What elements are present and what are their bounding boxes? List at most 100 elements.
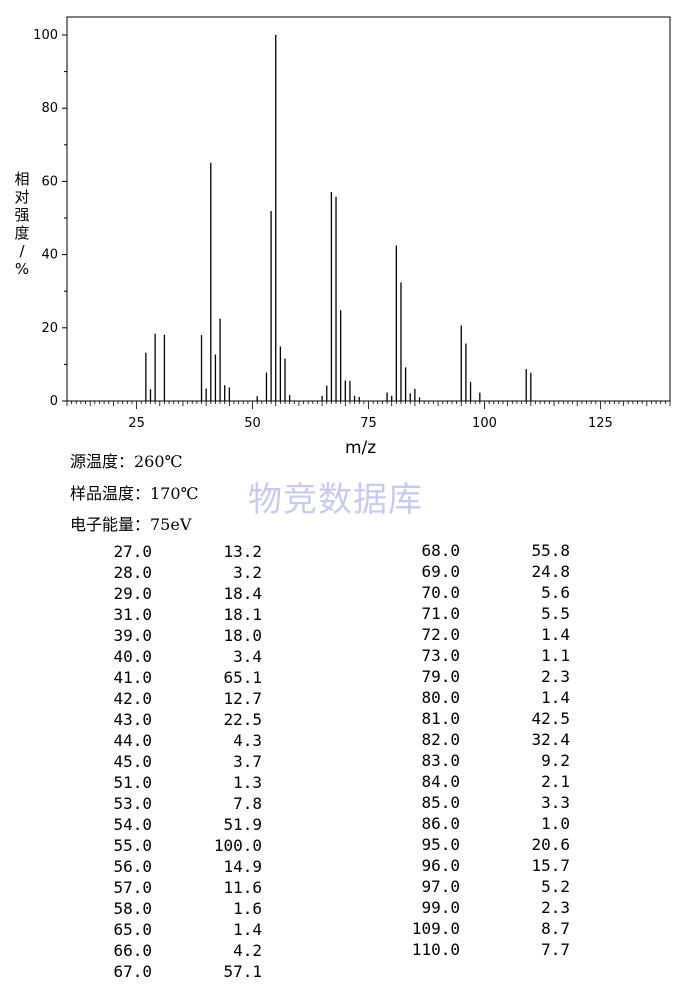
mz-value: 43.0	[113, 710, 152, 729]
abundance-value: 3.7	[233, 752, 262, 771]
abundance-value: 9.2	[541, 751, 570, 770]
abundance-value: 11.6	[223, 878, 262, 897]
mz-value: 45.0	[113, 752, 152, 771]
abundance-value: 3.3	[541, 793, 570, 812]
abundance-value: 1.4	[233, 920, 262, 939]
mz-value: 41.0	[113, 668, 152, 687]
abundance-value: 20.6	[531, 835, 570, 854]
mz-value: 73.0	[421, 646, 460, 665]
abundance-value: 14.9	[223, 857, 262, 876]
x-tick-label: 75	[360, 416, 377, 431]
mz-value: 51.0	[113, 773, 152, 792]
y-tick-label: 100	[33, 28, 58, 43]
watermark: 物竞数据库	[248, 480, 423, 520]
mz-value: 110.0	[411, 940, 460, 959]
peak-bars	[145, 35, 532, 401]
table-row: 29.0 18.4	[100, 584, 270, 605]
table-row: 39.0 18.0	[100, 626, 270, 647]
abundance-value: 32.4	[531, 730, 570, 749]
mz-value: 44.0	[113, 731, 152, 750]
mz-value: 68.0	[421, 541, 460, 560]
y-axis-title-char: 强	[14, 206, 30, 224]
y-tick-label: 80	[41, 101, 58, 116]
abundance-value: 57.1	[223, 962, 262, 981]
mz-value: 96.0	[421, 856, 460, 875]
y-tick-label: 60	[41, 174, 58, 189]
table-row: 69.0 24.8	[408, 562, 578, 583]
y-tick-label: 40	[41, 248, 58, 263]
table-row: 83.0 9.2	[408, 751, 578, 772]
abundance-value: 13.2	[223, 542, 262, 561]
table-row: 40.0 3.4	[100, 647, 270, 668]
mz-value: 81.0	[421, 709, 460, 728]
table-row: 86.0 1.0	[408, 814, 578, 835]
mz-value: 31.0	[113, 605, 152, 624]
abundance-value: 42.5	[531, 709, 570, 728]
abundance-value: 18.1	[223, 605, 262, 624]
mz-value: 42.0	[113, 689, 152, 708]
abundance-value: 55.8	[531, 541, 570, 560]
x-tick-label: 125	[588, 416, 613, 431]
electron-energy: 电子能量：75eV	[70, 515, 192, 534]
table-row: 96.0 15.7	[408, 856, 578, 877]
peak-table-right: 68.0 55.8 69.0 24.8 70.0 5.6 71.0 5.5 72.0 1.4 73.…	[408, 541, 578, 961]
y-axis-title-char: 对	[14, 188, 30, 206]
table-row: 66.0 4.2	[100, 941, 270, 962]
table-row: 84.0 2.1	[408, 772, 578, 793]
abundance-value: 18.0	[223, 626, 262, 645]
abundance-value: 1.4	[541, 625, 570, 644]
mz-value: 70.0	[421, 583, 460, 602]
abundance-value: 1.4	[541, 688, 570, 707]
y-axis-title-char: /	[19, 242, 25, 260]
table-row: 110.0 7.7	[408, 940, 578, 961]
table-row: 42.0 12.7	[100, 689, 270, 710]
mz-value: 109.0	[411, 919, 460, 938]
y-tick-label: 20	[41, 321, 58, 336]
mz-value: 66.0	[113, 941, 152, 960]
mz-value: 57.0	[113, 878, 152, 897]
mz-value: 84.0	[421, 772, 460, 791]
abundance-value: 4.3	[233, 731, 262, 750]
table-row: 97.0 5.2	[408, 877, 578, 898]
mz-value: 71.0	[421, 604, 460, 623]
mz-value: 83.0	[421, 751, 460, 770]
mz-value: 40.0	[113, 647, 152, 666]
table-row: 79.0 2.3	[408, 667, 578, 688]
abundance-value: 15.7	[531, 856, 570, 875]
y-tick-label: 0	[50, 394, 58, 409]
mz-value: 29.0	[113, 584, 152, 603]
abundance-value: 65.1	[223, 668, 262, 687]
y-axis-title-char: 相	[14, 170, 30, 188]
sample-temperature: 样品温度：170℃	[70, 484, 199, 503]
abundance-value: 7.8	[233, 794, 262, 813]
table-row: 95.0 20.6	[408, 835, 578, 856]
abundance-value: 1.1	[541, 646, 570, 665]
abundance-value: 2.1	[541, 772, 570, 791]
table-row: 43.0 22.5	[100, 710, 270, 731]
table-row: 31.0 18.1	[100, 605, 270, 626]
abundance-value: 8.7	[541, 919, 570, 938]
table-row: 72.0 1.4	[408, 625, 578, 646]
mz-value: 54.0	[113, 815, 152, 834]
table-row: 70.0 5.6	[408, 583, 578, 604]
mass-spectrum-chart: 0 20 40 60 80 100 25 50 75 100 125	[33, 16, 671, 431]
mz-value: 86.0	[421, 814, 460, 833]
abundance-value: 5.5	[541, 604, 570, 623]
table-row: 53.0 7.8	[100, 794, 270, 815]
plot-frame	[66, 16, 671, 402]
table-row: 41.0 65.1	[100, 668, 270, 689]
mz-value: 99.0	[421, 898, 460, 917]
table-row: 81.0 42.5	[408, 709, 578, 730]
mz-value: 80.0	[421, 688, 460, 707]
table-row: 28.0 3.2	[100, 563, 270, 584]
table-row: 99.0 2.3	[408, 898, 578, 919]
abundance-value: 22.5	[223, 710, 262, 729]
abundance-value: 4.2	[233, 941, 262, 960]
table-row: 71.0 5.5	[408, 604, 578, 625]
mz-value: 95.0	[421, 835, 460, 854]
y-axis-title-char: %	[14, 260, 30, 278]
abundance-value: 18.4	[223, 584, 262, 603]
abundance-value: 3.2	[233, 563, 262, 582]
peak-table-left: 27.0 13.2 28.0 3.2 29.0 18.4 31.0 18.1 39.0 18.0 4…	[100, 542, 270, 983]
table-row: 51.0 1.3	[100, 773, 270, 794]
